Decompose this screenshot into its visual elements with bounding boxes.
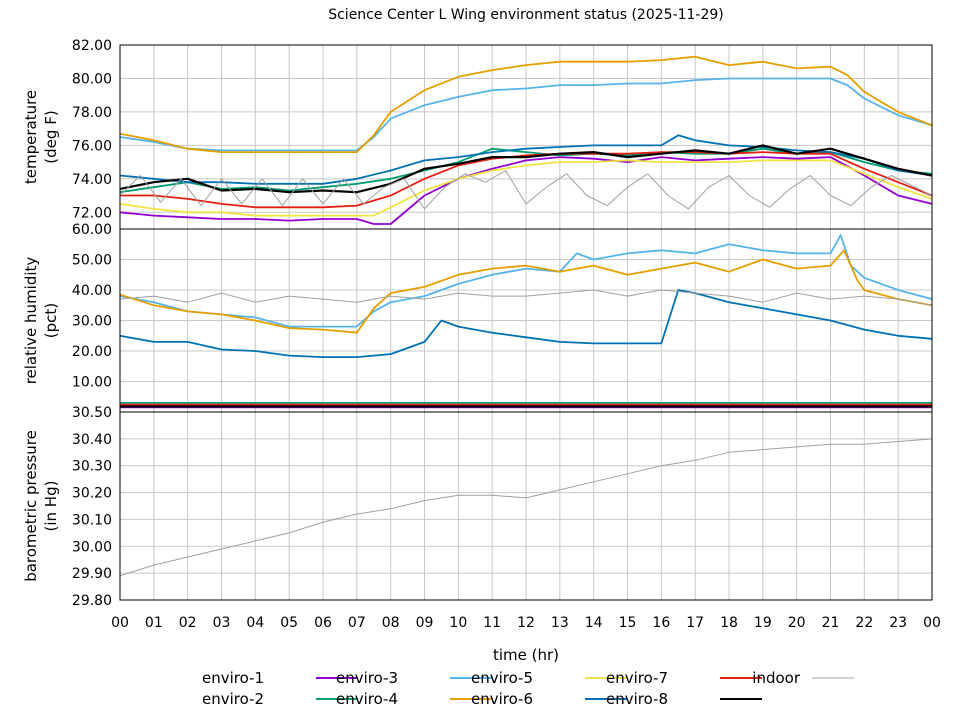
y-axis-label: barometric pressure <box>22 430 40 582</box>
x-tick-label: 14 <box>585 615 603 631</box>
y-axis-label: temperature <box>22 90 40 184</box>
x-tick-label: 23 <box>889 615 907 631</box>
y-tick-label: 40.00 <box>72 283 112 299</box>
series-line-enviro-5-temperature <box>119 159 933 217</box>
y-tick-label: 30.00 <box>72 539 112 555</box>
y-tick-label: 74.00 <box>72 172 112 188</box>
x-tick-label: 15 <box>619 615 637 631</box>
x-tick-label: 04 <box>246 615 264 631</box>
legend: enviro-1 enviro-2 enviro-3 enviro-4 enviro-5… <box>202 669 854 708</box>
y-tick-label: 30.00 <box>72 314 112 330</box>
x-tick-label: 01 <box>145 615 163 631</box>
series-line-enviro-6-humidity <box>119 289 933 359</box>
y-tick-label: 20.00 <box>72 344 112 360</box>
y-tick-label: 30.40 <box>72 432 112 448</box>
series-line-indoor-pressure <box>119 438 933 577</box>
legend-item-enviro-5: enviro-5 <box>471 669 627 687</box>
legend-item-enviro-8: enviro-8 <box>606 690 762 708</box>
x-tick-label: 03 <box>213 615 231 631</box>
legend-item-enviro-7: enviro-7 <box>606 669 762 687</box>
y-tick-label: 30.50 <box>72 405 112 421</box>
y-tick-label: 30.20 <box>72 486 112 502</box>
series-line-enviro-4-temperature <box>119 55 933 154</box>
x-tick-label: 13 <box>551 615 569 631</box>
x-tick-label: 08 <box>382 615 400 631</box>
x-tick-label: 20 <box>788 615 806 631</box>
x-tick-label: 06 <box>314 615 332 631</box>
panel-pressure: 29.80 29.90 30.00 30.10 30.20 30.30 30.40 30.50… <box>22 405 933 609</box>
y-tick-label: 60.00 <box>72 222 112 238</box>
y-tick-label: 29.80 <box>72 593 112 609</box>
x-tick-label: 21 <box>822 615 840 631</box>
y-tick-label: 29.90 <box>72 566 112 582</box>
series-line-enviro-3-temperature <box>119 77 933 152</box>
legend-item-enviro-3: enviro-3 <box>336 669 492 687</box>
chart-title: Science Center L Wing environment status… <box>328 7 724 23</box>
legend-label: enviro-5 <box>471 669 533 687</box>
panel-temperature: 72.00 74.00 76.00 78.00 80.00 82.00 temperatur… <box>22 38 933 230</box>
legend-label: enviro-8 <box>606 690 668 708</box>
x-tick-label: 11 <box>483 615 501 631</box>
legend-label: enviro-6 <box>471 690 533 708</box>
panel-humidity: 10.00 20.00 30.00 40.00 50.00 60.00 relative h… <box>22 222 933 413</box>
x-tick-label: 02 <box>179 615 197 631</box>
x-tick-label: 22 <box>855 615 873 631</box>
y-tick-label: 82.00 <box>72 38 112 54</box>
series-line-enviro-6-temperature <box>119 134 933 185</box>
y-axis-label: (pct) <box>42 303 60 338</box>
y-tick-label: 50.00 <box>72 253 112 269</box>
y-tick-label: 80.00 <box>72 71 112 87</box>
y-axis-label: relative humidity <box>22 257 40 385</box>
y-tick-label: 30.10 <box>72 512 112 528</box>
x-tick-label: 09 <box>416 615 434 631</box>
legend-item-enviro-4: enviro-4 <box>336 690 492 708</box>
x-tick-labels: 00 01 02 03 04 05 06 07 08 09 10 11 12 13 14 15 16 17 18 19… <box>111 615 941 631</box>
y-axis-label: (in Hg) <box>42 481 60 532</box>
series-line-enviro-4-humidity <box>119 249 933 334</box>
legend-label: enviro-4 <box>336 690 398 708</box>
legend-label: enviro-7 <box>606 669 668 687</box>
legend-label: enviro-1 <box>202 669 264 687</box>
y-tick-label: 10.00 <box>72 375 112 391</box>
x-axis-label: time (hr) <box>493 646 559 664</box>
x-tick-label: 17 <box>686 615 704 631</box>
panel-frame <box>119 411 933 601</box>
legend-label: enviro-2 <box>202 690 264 708</box>
x-tick-label: 16 <box>652 615 670 631</box>
x-tick-label: 00 <box>111 615 129 631</box>
x-tick-label: 18 <box>720 615 738 631</box>
x-tick-label: 19 <box>754 615 772 631</box>
y-tick-label: 30.30 <box>72 459 112 475</box>
y-tick-label: 72.00 <box>72 205 112 221</box>
x-tick-label: 10 <box>449 615 467 631</box>
x-tick-label: 05 <box>280 615 298 631</box>
y-tick-label: 78.00 <box>72 105 112 121</box>
series-line-indoor-humidity <box>119 289 933 306</box>
series-line-enviro-8-temperature <box>119 144 933 194</box>
series-line-enviro-1-temperature <box>119 156 933 225</box>
legend-item-enviro-1: enviro-1 <box>202 669 358 687</box>
legend-item-enviro-6: enviro-6 <box>471 690 627 708</box>
series-line-indoor-temperature <box>119 170 933 210</box>
x-tick-label: 12 <box>517 615 535 631</box>
legend-item-enviro-2: enviro-2 <box>202 690 358 708</box>
plot-panels: 72.00 74.00 76.00 78.00 80.00 82.00 temperatur… <box>22 38 941 631</box>
y-tick-label: 76.00 <box>72 138 112 154</box>
legend-label: enviro-3 <box>336 669 398 687</box>
x-tick-label: 07 <box>348 615 366 631</box>
y-axis-label: (deg F) <box>42 110 60 163</box>
legend-label: indoor <box>752 669 801 687</box>
legend-item-indoor: indoor <box>752 669 854 687</box>
x-tick-label: 00 <box>923 615 941 631</box>
